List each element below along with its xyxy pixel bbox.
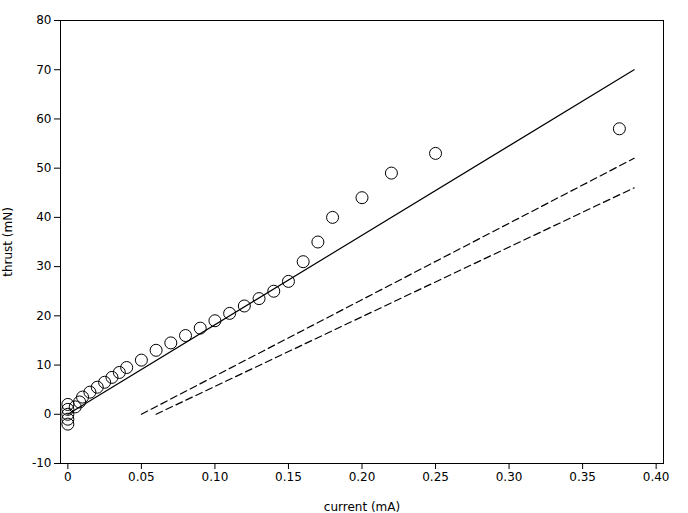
svg-text:0.10: 0.10: [202, 470, 229, 484]
svg-text:10: 10: [36, 358, 51, 372]
svg-text:40: 40: [36, 210, 51, 224]
svg-text:20: 20: [36, 309, 51, 323]
svg-text:50: 50: [36, 161, 51, 175]
svg-text:0.20: 0.20: [349, 470, 376, 484]
svg-text:current (mA): current (mA): [324, 500, 400, 513]
svg-text:-10: -10: [32, 456, 52, 470]
svg-text:thrust (mN): thrust (mN): [1, 207, 15, 277]
svg-text:80: 80: [36, 13, 51, 27]
svg-text:0.15: 0.15: [275, 470, 302, 484]
svg-text:0.40: 0.40: [643, 470, 670, 484]
svg-text:0.25: 0.25: [422, 470, 449, 484]
svg-text:60: 60: [36, 112, 51, 126]
svg-text:0.35: 0.35: [569, 470, 596, 484]
svg-text:30: 30: [36, 259, 51, 273]
svg-text:0.30: 0.30: [496, 470, 523, 484]
svg-text:0: 0: [44, 407, 52, 421]
svg-text:0.05: 0.05: [128, 470, 155, 484]
svg-text:0: 0: [64, 470, 72, 484]
svg-text:70: 70: [36, 63, 51, 77]
